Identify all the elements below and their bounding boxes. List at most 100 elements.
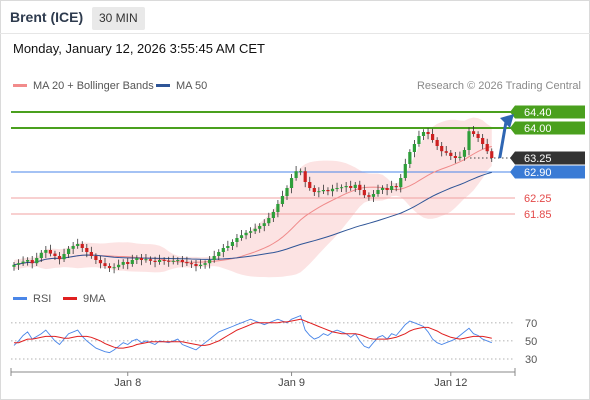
candle-body: [212, 256, 216, 260]
candle-body: [112, 267, 116, 269]
chart-header: Brent (ICE) 30 MIN: [0, 0, 590, 38]
candle-body: [162, 260, 166, 261]
candle-body: [44, 250, 48, 253]
candle-body: [80, 244, 84, 248]
rsi-line: [13, 315, 492, 354]
candle-body: [340, 187, 344, 189]
candle-body: [85, 248, 89, 252]
level-label-resistance: 64.00: [510, 121, 585, 135]
candle-body: [244, 232, 248, 236]
level-label-resistance: 64.40: [510, 105, 585, 119]
legend-label-ma50: MA 50: [176, 80, 208, 92]
candle-body: [399, 178, 403, 188]
x-tick-label: Jan 8: [114, 377, 141, 389]
candle-body: [299, 171, 303, 173]
candle-body: [376, 190, 380, 194]
candle-body: [226, 246, 230, 248]
candle-body: [467, 131, 471, 150]
level-label-box: [515, 105, 585, 119]
candle-body: [344, 186, 348, 188]
legend-item-bollinger: MA 20 + Bollinger Bands: [13, 80, 154, 92]
projection-arrow-head: [500, 114, 514, 128]
legend-swatch-bollinger: [13, 83, 27, 87]
candle-body: [76, 244, 80, 246]
legend-swatch-rsi-ma: [63, 296, 77, 300]
x-tick-label: Jan 9: [278, 377, 305, 389]
legend-swatch-rsi: [13, 296, 27, 300]
candle-body: [490, 151, 494, 158]
candle-body: [449, 152, 453, 156]
candle-body: [180, 260, 184, 262]
candle-body: [408, 152, 412, 164]
bollinger-band-area: [14, 117, 492, 278]
level-label-box: [515, 165, 585, 179]
candle-body: [48, 250, 52, 254]
candle-body: [390, 186, 394, 190]
candle-body: [235, 238, 239, 242]
candle-body: [367, 195, 371, 197]
level-label-pointer: [510, 105, 515, 119]
candle-body: [57, 256, 62, 260]
level-label-support: 62.25: [524, 193, 552, 205]
candle-body: [35, 258, 39, 264]
candle-body: [121, 262, 125, 265]
candle-body: [440, 146, 444, 152]
x-tick-label: Jan 12: [434, 377, 467, 389]
candle-body: [144, 259, 148, 261]
candle-body: [89, 252, 93, 256]
candle-body: [153, 260, 157, 262]
candle-body: [107, 266, 112, 268]
candle-body: [444, 151, 448, 153]
candle-body: [317, 191, 321, 193]
rsi-level-label: 50: [525, 336, 537, 348]
candle-body: [221, 248, 225, 252]
candle-body: [16, 263, 21, 265]
candle-body: [308, 182, 312, 188]
candle-body: [431, 134, 435, 140]
candle-body: [349, 186, 353, 188]
level-label-text: 64.00: [524, 123, 552, 135]
candle-body: [189, 263, 194, 265]
level-label-pointer: [510, 151, 515, 165]
level-label-pointer: [510, 121, 515, 135]
candle-body: [230, 242, 234, 246]
candle-body: [353, 184, 357, 188]
legend-item-rsi-ma: 9MA: [63, 293, 106, 305]
candle-body: [171, 260, 175, 262]
candle-body: [62, 254, 66, 260]
projection-arrow-shaft: [498, 121, 508, 159]
timeframe-badge[interactable]: 30 MIN: [92, 7, 145, 30]
level-label-box: [515, 151, 585, 165]
candle-body: [194, 264, 198, 266]
candle-body: [312, 188, 316, 192]
candle-body: [239, 235, 244, 238]
level-label-support: 61.85: [524, 209, 552, 221]
level-label-text: 64.40: [524, 107, 552, 119]
candle-body: [103, 263, 107, 266]
candle-body: [358, 184, 362, 190]
candle-body: [30, 260, 34, 264]
candle-body: [435, 140, 439, 146]
candle-body: [462, 150, 467, 157]
candle-body: [481, 138, 485, 144]
candle-body: [289, 178, 294, 188]
candle-body: [249, 231, 253, 233]
rsi-ma-line: [14, 318, 492, 349]
rsi-level-label: 30: [525, 354, 537, 366]
candle-body: [476, 134, 480, 138]
legend-item-rsi: RSI: [13, 293, 51, 305]
candle-body: [335, 188, 339, 189]
candle-body: [130, 260, 134, 264]
legend-item-ma50: MA 50: [156, 80, 207, 92]
candle-body: [203, 263, 207, 265]
level-label-pointer: [510, 165, 515, 179]
candle-body: [98, 260, 103, 264]
candle-body: [380, 188, 385, 190]
candle-body: [371, 194, 376, 197]
level-label-text: 61.85: [524, 209, 552, 221]
level-label-box: [515, 121, 585, 135]
candle-body: [426, 132, 430, 134]
header-divider: [0, 33, 590, 34]
candle-body: [421, 132, 426, 136]
